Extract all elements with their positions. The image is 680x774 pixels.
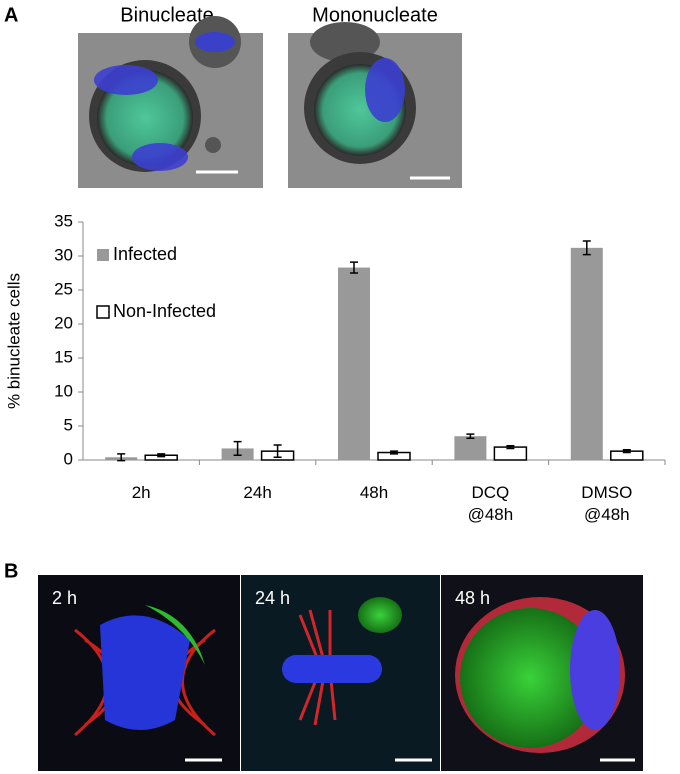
bar <box>338 267 370 460</box>
time-label: 24 h <box>255 588 290 608</box>
x-tick-label: DCQ @48h <box>467 483 514 524</box>
y-tick-label: 15 <box>54 347 73 366</box>
error-bar <box>506 444 515 450</box>
error-bar <box>390 450 398 455</box>
y-tick-label: 5 <box>64 415 73 434</box>
y-tick-label: 30 <box>54 245 73 264</box>
bar <box>454 436 487 460</box>
y-tick-label: 25 <box>54 279 73 298</box>
image-label: Binucleate <box>120 4 213 26</box>
micrograph <box>241 575 440 771</box>
x-tick-label: 24h <box>243 483 272 502</box>
legend-label: Non-Infected <box>113 301 216 321</box>
panel-label: A <box>4 4 18 26</box>
micrograph <box>38 575 240 771</box>
error-bar <box>350 261 358 274</box>
y-tick-label: 35 <box>54 211 73 230</box>
bar <box>570 247 603 460</box>
micrograph <box>78 16 263 188</box>
time-label: 2 h <box>52 588 77 608</box>
error-bar <box>117 453 126 462</box>
y-tick-label: 0 <box>64 449 73 468</box>
legend-swatch <box>96 305 110 319</box>
panel-label: B <box>4 560 18 582</box>
error-bar <box>233 440 242 456</box>
error-bar <box>157 453 166 458</box>
y-tick-label: 10 <box>54 381 73 400</box>
error-bar <box>622 449 631 454</box>
micrograph <box>288 22 462 188</box>
error-bar <box>582 240 591 256</box>
y-axis-label: % binucleate cells <box>4 273 23 409</box>
chart: 0 5 10 15 20 25 30 35 % binucleate cells Infected… <box>4 211 666 468</box>
x-tick-label: 2h <box>131 483 151 502</box>
x-tick-label: DMSO @48h <box>581 483 633 524</box>
legend-label: Infected <box>113 244 177 264</box>
image-label: Mononucleate <box>312 4 438 26</box>
legend-swatch <box>97 249 109 261</box>
micrograph <box>441 575 643 771</box>
error-bar <box>466 433 475 439</box>
y-tick-label: 20 <box>54 313 73 332</box>
error-bar <box>273 444 282 459</box>
x-tick-label: 48h <box>359 483 389 502</box>
time-label: 48 h <box>455 588 490 608</box>
